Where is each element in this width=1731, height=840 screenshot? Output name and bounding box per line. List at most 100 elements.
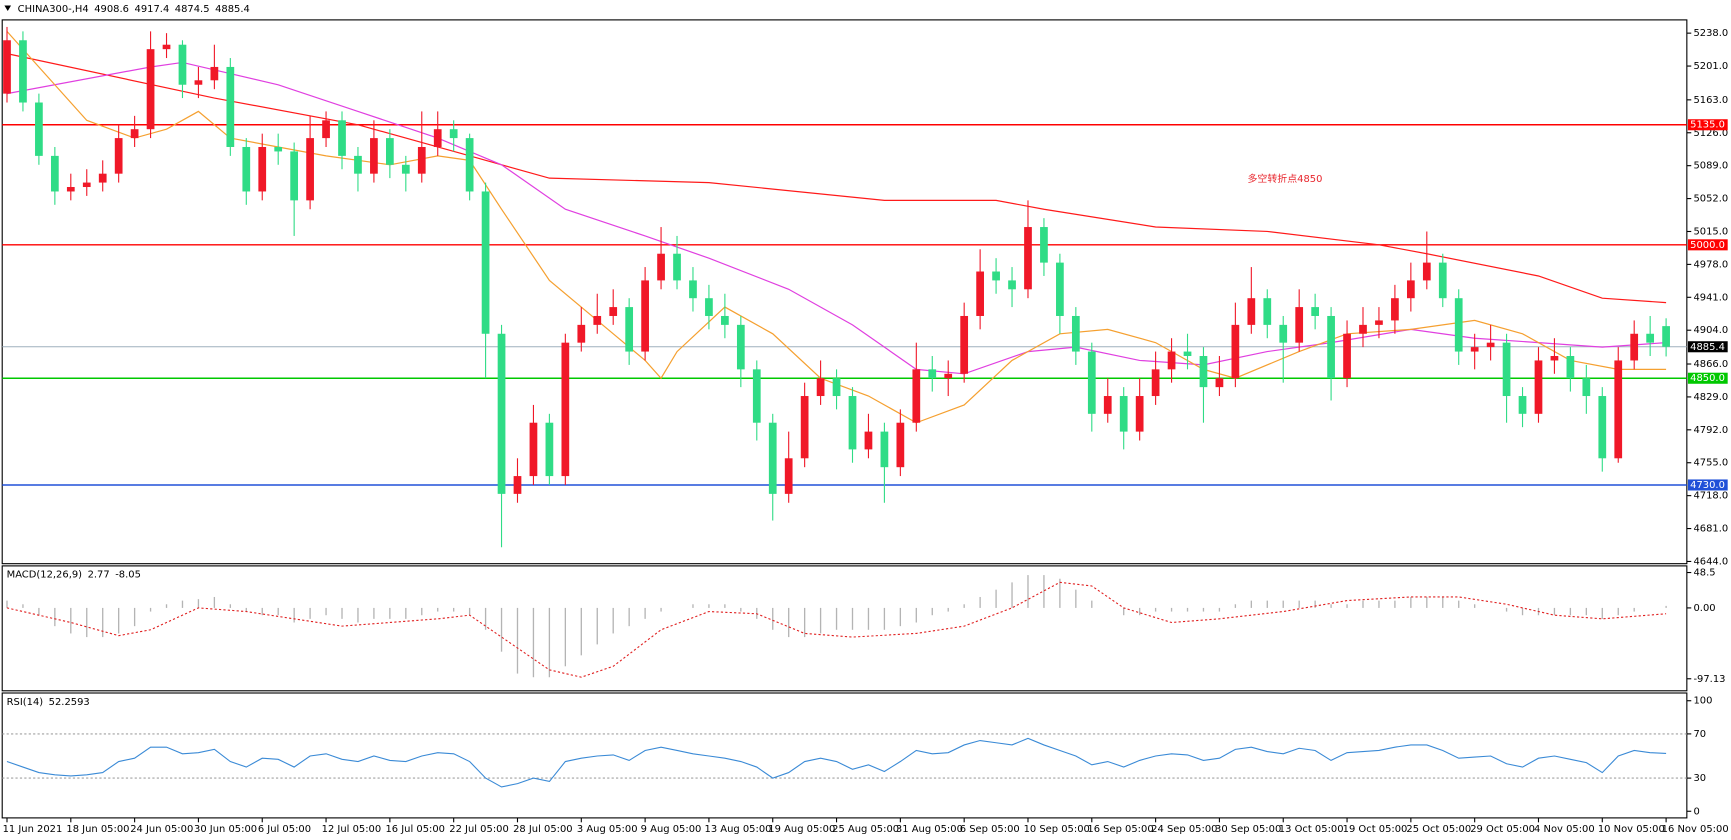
x-tick-label: 19 Aug 05:00 [768,824,835,835]
y-tick-label: 4681.0 [1693,524,1728,535]
candle-body [66,187,75,192]
candle-body [417,146,426,174]
candle-body [210,66,219,81]
y-tick-label: 4941.0 [1693,292,1728,303]
y-tick-label: 100 [1693,696,1712,707]
x-tick-label: 10 Sep 05:00 [1024,824,1090,835]
candle-body [673,253,681,281]
candle-body [1502,342,1511,397]
x-tick-label: 16 Sep 05:00 [1087,824,1153,835]
candle-body [1087,351,1096,414]
candle-body [1550,356,1559,361]
y-tick-label: 4718.0 [1693,491,1728,502]
candle-body [35,102,43,156]
menu-arrow[interactable] [4,5,12,12]
price-pane [1,19,1688,565]
candle-body [1518,396,1527,414]
x-tick-label: 30 Jun 05:00 [194,824,257,835]
y-tick-label: 70 [1693,729,1706,740]
candle-body [1614,360,1623,459]
candle-body [800,396,809,459]
x-tick-label: 31 Aug 05:00 [896,824,963,835]
signal-line [6,581,1667,678]
header-value: -8.05 [115,570,141,581]
y-tick-label: 0 [1693,806,1699,817]
y-tick-label: 4829.0 [1693,392,1728,403]
level-tag [1687,239,1728,251]
x-tick-label: 25 Aug 05:00 [832,824,899,835]
price-label: 4885.4 [1690,342,1725,353]
candle-body [1486,342,1495,348]
header-title: RSI(14) [7,697,44,708]
candle-body [625,307,634,352]
candle-body [1279,324,1288,343]
x-tick-label: 6 Jul 05:00 [258,824,311,835]
level-label: 4730.0 [1690,480,1725,491]
candle-body [928,369,937,379]
y-tick-label: 4904.0 [1693,325,1728,336]
candle-body [114,138,123,174]
candle-body [386,138,394,165]
candle-body [1199,356,1208,388]
candle-body [721,315,729,325]
candle-body [1391,298,1399,321]
candle-body [1167,351,1176,370]
pane-header: MACD(12,26,9) 2.77 -8.05 [7,570,141,581]
candle-body [1438,262,1447,299]
candle-body [465,138,474,192]
candle-body [736,324,745,370]
header-value: 4885.4 [215,4,250,15]
x-tick-label: 30 Sep 05:00 [1215,824,1281,835]
candle-body [1582,378,1591,397]
y-tick-label: 4866.0 [1693,359,1728,370]
candle-body [1359,324,1367,334]
candle-body [784,458,793,494]
level-tag [1687,119,1728,131]
y-tick-label: -97.13 [1693,674,1725,685]
candle-body [481,191,490,334]
candle-body [513,476,522,494]
x-tick-label: 13 Aug 05:00 [705,824,772,835]
y-tick-label: 5089.0 [1693,161,1728,172]
x-tick-label: 3 Aug 05:00 [577,824,638,835]
candle-body [561,342,570,477]
candle-body [768,422,777,494]
candle-body [370,138,378,174]
candle-body [1375,320,1383,325]
level-tag [1687,479,1728,491]
x-tick-label: 13 Oct 05:00 [1279,824,1344,835]
moving-average [6,30,1667,424]
candle-body [1422,262,1431,281]
candle-body [274,146,283,152]
level-label: 4850.0 [1690,373,1725,384]
x-tick-label: 16 Jul 05:00 [385,824,445,835]
y-tick-label: 5126.0 [1693,128,1728,139]
x-tick-label: 12 Jul 05:00 [322,824,382,835]
y-tick-label: 5238.0 [1693,28,1728,39]
candle-body [50,155,59,192]
annotation: 多空转折点4850 [1247,172,1322,185]
y-tick-label: 0.00 [1693,603,1715,614]
y-tick-label: 5052.0 [1693,194,1728,205]
candle-body [912,369,921,423]
candle-body [1247,298,1256,325]
candle-body [1454,298,1463,352]
candle-body [1646,333,1655,343]
candle-body [338,120,346,156]
candle-body [1151,369,1160,397]
candle-body [433,129,442,147]
candle-body [290,151,299,201]
candle-body [1056,262,1064,316]
candle-body [960,315,969,374]
candle-body [1071,315,1080,352]
x-tick-label: 25 Oct 05:00 [1406,824,1471,835]
y-tick-label: 4755.0 [1693,458,1728,469]
x-tick-label: 24 Jun 05:00 [130,824,193,835]
candle-body [593,315,602,325]
header-value: 2.77 [88,570,110,581]
moving-average [6,53,1667,304]
y-tick-label: 5163.0 [1693,95,1728,106]
x-tick-label: 22 Jul 05:00 [449,824,509,835]
candle-body [130,129,139,139]
